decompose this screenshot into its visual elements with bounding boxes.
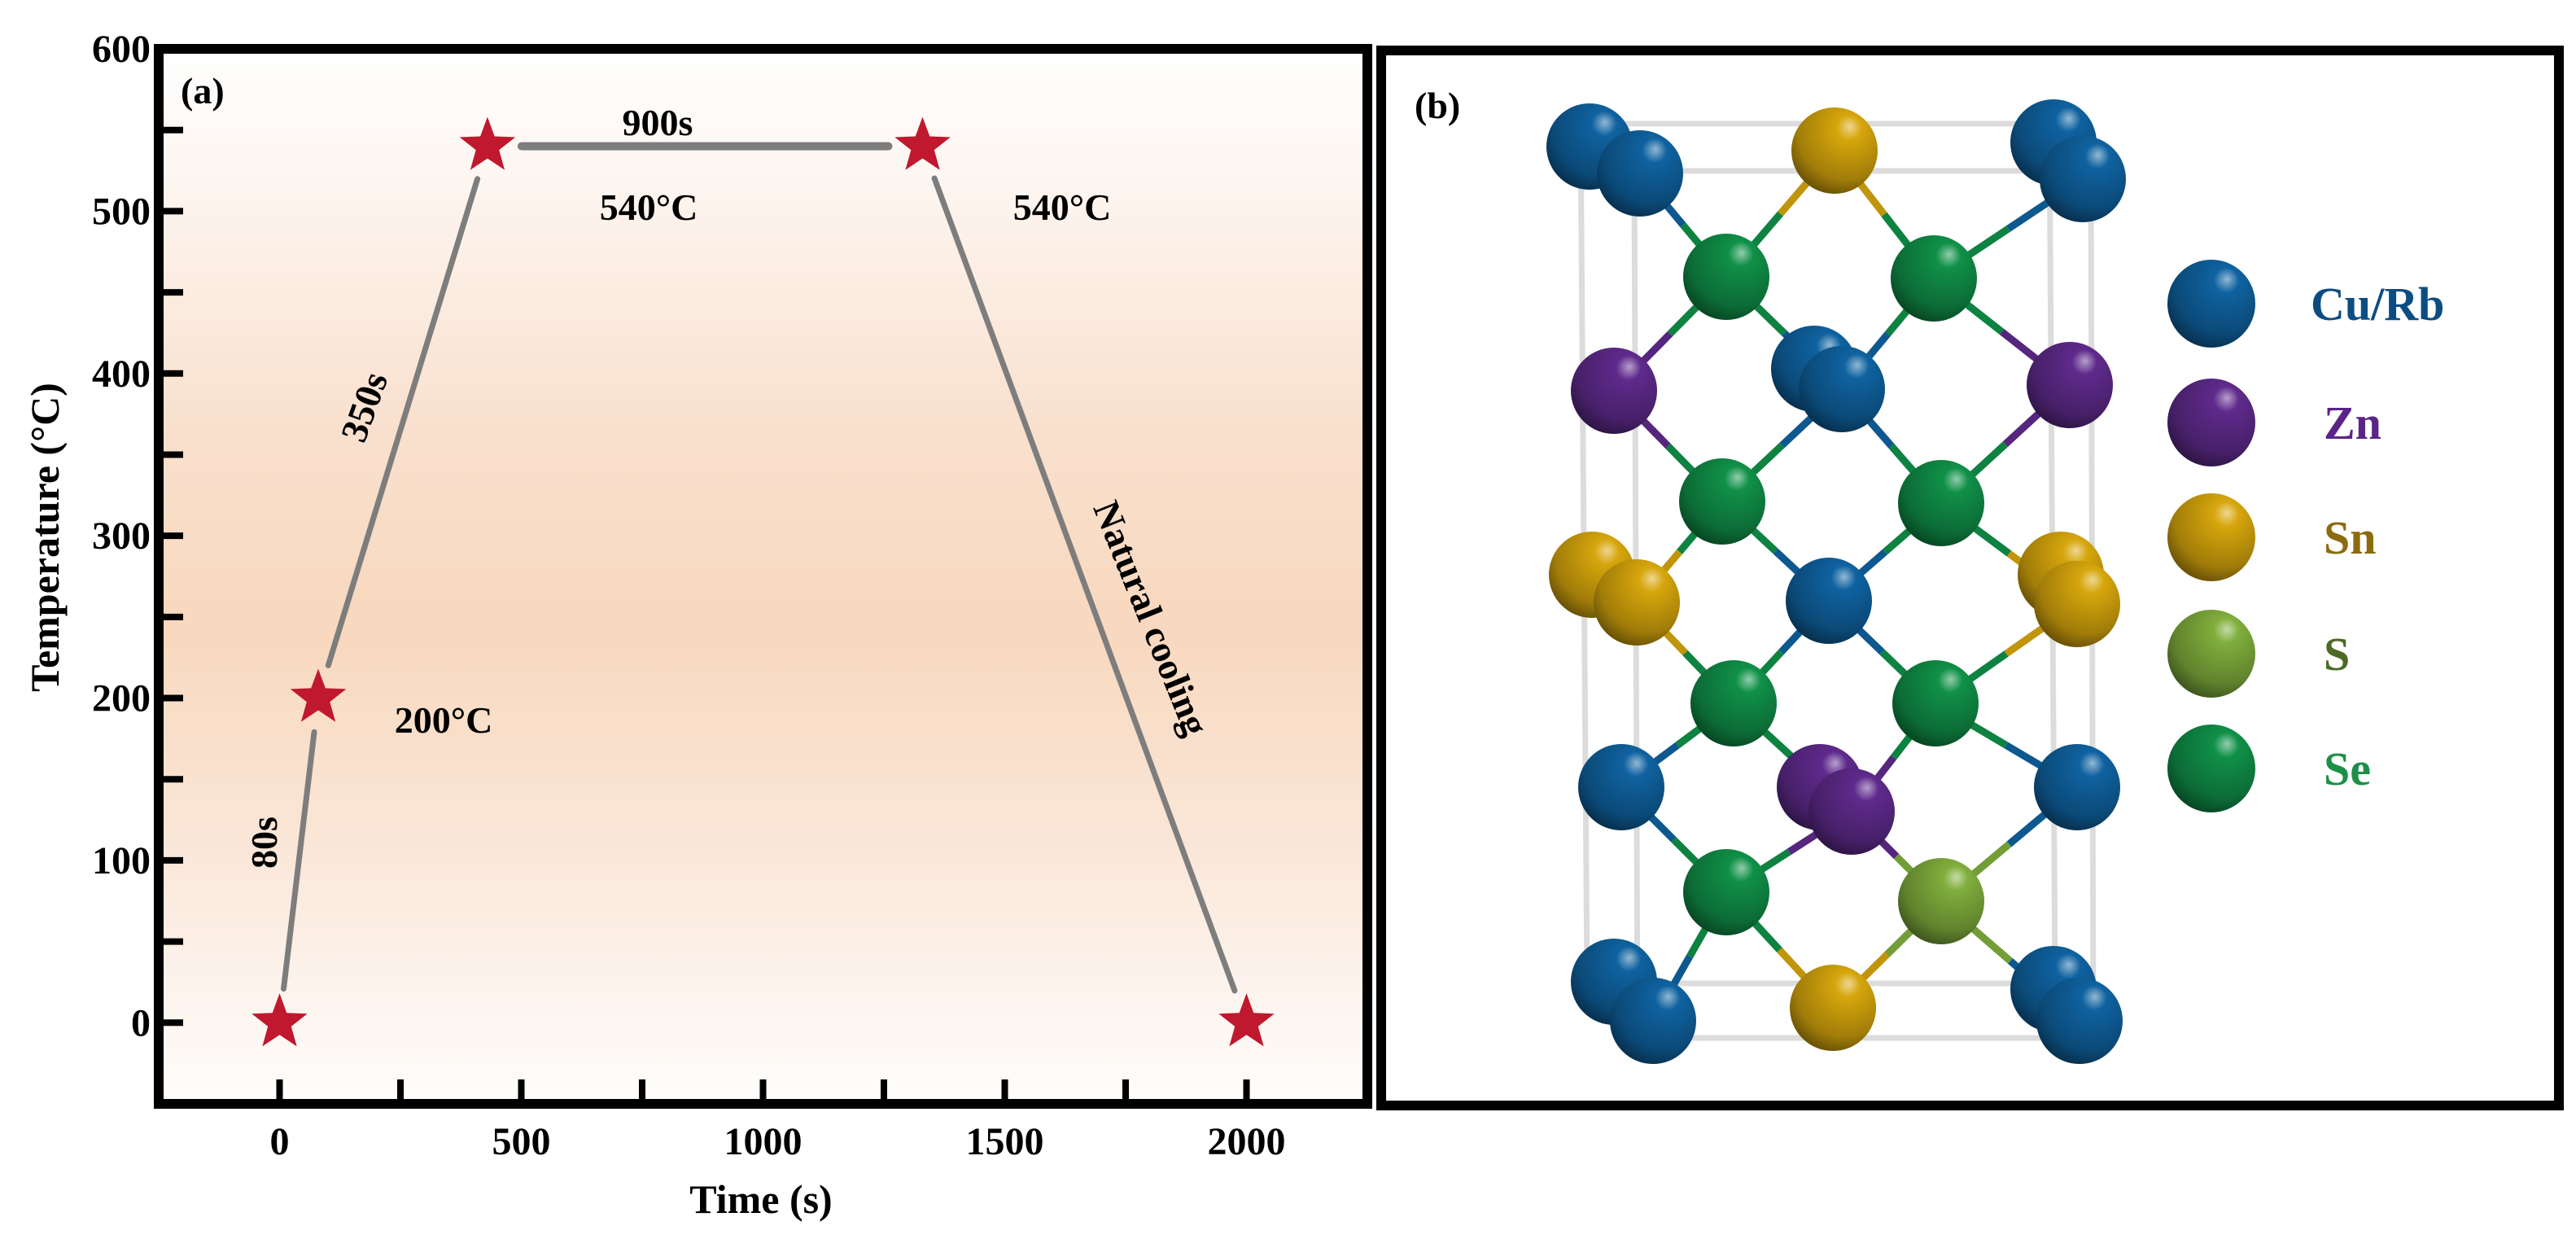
legend-item-cu-rb: Cu/Rb bbox=[2167, 260, 2444, 348]
annotation-hold-duration: 900s bbox=[623, 102, 693, 143]
panel-b-crystal-structure: (b) Cu/Rb Zn Sn S Se bbox=[1376, 46, 2564, 1110]
panel-b-label: (b) bbox=[1415, 85, 1460, 126]
atom-s-icon bbox=[1898, 858, 1984, 944]
annotation-hold-end-temp: 540°C bbox=[1013, 186, 1112, 228]
atom-cu-rb-icon bbox=[2036, 978, 2123, 1064]
atom-se-icon bbox=[1891, 235, 1977, 322]
legend-item-sn: Sn bbox=[2167, 493, 2377, 581]
atoms bbox=[1546, 99, 2126, 1064]
annotation-hold-start-temp: 540°C bbox=[600, 186, 698, 228]
y-tick-label: 400 bbox=[92, 352, 151, 396]
legend-swatch-icon bbox=[2167, 493, 2255, 581]
atom-cu-rb-icon bbox=[1597, 130, 1683, 217]
y-tick-label: 600 bbox=[92, 28, 151, 71]
atom-zn-icon bbox=[2027, 342, 2113, 428]
legend-label: Cu/Rb bbox=[2311, 278, 2444, 331]
star-marker-icon bbox=[459, 116, 516, 170]
annotation-200c: 200°C bbox=[395, 699, 493, 741]
profile-line bbox=[280, 142, 1238, 994]
atom-cu-rb-icon bbox=[1610, 978, 1696, 1064]
y-tick-label: 200 bbox=[92, 677, 151, 720]
atom-se-icon bbox=[1683, 234, 1769, 320]
profile-segment bbox=[280, 729, 317, 992]
y-tick-label: 500 bbox=[92, 190, 151, 233]
atom-se-icon bbox=[1679, 458, 1765, 545]
legend-swatch-icon bbox=[2167, 260, 2255, 348]
atom-sn-icon bbox=[1791, 107, 1878, 194]
atom-cu-rb-icon bbox=[2040, 136, 2126, 222]
atom-se-icon bbox=[1898, 460, 1984, 546]
star-marker-icon bbox=[290, 668, 347, 722]
atom-se-icon bbox=[1892, 660, 1979, 746]
atom-cu-rb-icon bbox=[1786, 558, 1872, 644]
atom-se-icon bbox=[1683, 849, 1769, 935]
legend-label: Se bbox=[2324, 742, 2371, 795]
legend-item-zn: Zn bbox=[2167, 379, 2381, 466]
y-axis-title: Temperature (°C) bbox=[22, 383, 68, 692]
plot-background bbox=[159, 49, 1367, 1104]
atom-zn-icon bbox=[1808, 768, 1895, 855]
x-tick-label: 1500 bbox=[966, 1120, 1044, 1163]
legend-item-s: S bbox=[2167, 610, 2350, 698]
annotation-80s: 80s bbox=[243, 817, 285, 869]
atom-sn-icon bbox=[2034, 561, 2120, 647]
atom-sn-icon bbox=[1594, 559, 1680, 646]
y-tick-label: 300 bbox=[92, 514, 151, 558]
legend-label: Sn bbox=[2324, 511, 2377, 564]
panel-a-label: (a) bbox=[181, 70, 225, 112]
legend-label: S bbox=[2324, 628, 2350, 681]
plot-frame bbox=[154, 44, 1372, 1109]
y-tick-label: 0 bbox=[131, 1001, 151, 1044]
atom-cu-rb-icon bbox=[2034, 744, 2120, 830]
legend-swatch-icon bbox=[2167, 725, 2255, 812]
star-marker-icon bbox=[1218, 993, 1275, 1047]
atom-zn-icon bbox=[1571, 348, 1657, 434]
x-tick-label: 1000 bbox=[724, 1120, 803, 1163]
legend-item-se: Se bbox=[2167, 725, 2371, 812]
x-tick-label: 0 bbox=[270, 1120, 290, 1163]
atom-cu-rb-icon bbox=[1578, 744, 1664, 830]
profile-segment bbox=[931, 175, 1238, 994]
atom-se-icon bbox=[1690, 660, 1777, 746]
atom-cu-rb-icon bbox=[1799, 346, 1885, 432]
atom-sn-icon bbox=[1790, 965, 1876, 1051]
star-marker-icon bbox=[894, 116, 951, 170]
y-tick-label: 100 bbox=[92, 839, 151, 882]
profile-markers bbox=[251, 116, 1275, 1047]
legend: Cu/Rb Zn Sn S Se bbox=[2167, 260, 2444, 812]
profile-segment bbox=[325, 176, 481, 668]
star-marker-icon bbox=[251, 993, 308, 1047]
x-tick-label: 2000 bbox=[1208, 1120, 1286, 1163]
x-axis-title: Time (s) bbox=[689, 1176, 832, 1222]
legend-swatch-icon bbox=[2167, 610, 2255, 698]
legend-swatch-icon bbox=[2167, 379, 2255, 466]
x-tick-label: 500 bbox=[492, 1120, 551, 1163]
axis-tick-labels: 0 500 1000 1500 2000 0 100 200 300 400 500 600 bbox=[92, 28, 1286, 1163]
legend-label: Zn bbox=[2324, 396, 2381, 449]
